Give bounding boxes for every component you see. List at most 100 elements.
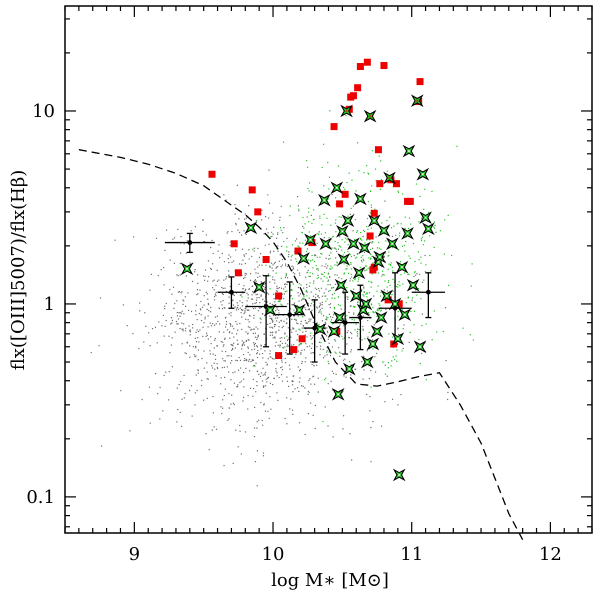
data-dot (336, 264, 338, 266)
data-dot (329, 306, 332, 309)
data-dot (284, 276, 287, 279)
data-dot (273, 323, 276, 326)
data-dot (231, 347, 234, 350)
data-dot (350, 349, 353, 351)
data-dot (283, 283, 286, 285)
data-dot (271, 321, 273, 323)
data-dot (263, 386, 265, 388)
data-dot (192, 327, 194, 329)
data-dot (356, 252, 359, 255)
data-dot (326, 217, 328, 219)
data-dot (360, 288, 363, 290)
data-dot (239, 430, 241, 432)
data-dot (304, 223, 306, 225)
data-dot (333, 247, 335, 249)
data-dot (344, 241, 346, 243)
data-dot (433, 310, 435, 312)
data-dot (285, 351, 287, 354)
data-dot (214, 337, 216, 340)
data-dot (310, 402, 312, 404)
data-dot (347, 298, 349, 300)
data-dot (191, 280, 194, 283)
data-dot (331, 287, 333, 289)
data-dot (331, 370, 333, 372)
data-dot (323, 272, 326, 274)
data-dot (231, 344, 233, 346)
star-point-inner (363, 358, 371, 366)
data-dot (404, 227, 406, 230)
data-dot (299, 293, 301, 295)
data-dot (371, 282, 373, 284)
data-dot (353, 312, 355, 314)
data-dot (445, 359, 447, 362)
data-dot (306, 291, 309, 293)
data-dot (275, 341, 277, 343)
data-dot (368, 377, 370, 380)
data-dot (342, 318, 344, 320)
data-dot (245, 318, 247, 320)
data-dot (184, 330, 187, 332)
data-dot (207, 338, 210, 340)
data-dot (394, 358, 396, 361)
data-dot (293, 302, 296, 304)
data-dot (185, 252, 187, 254)
data-dot (235, 429, 237, 431)
error-bar (275, 281, 304, 355)
data-dot (254, 406, 256, 408)
data-dot (310, 361, 312, 363)
star-point-inner (383, 292, 391, 300)
data-dot (278, 309, 280, 311)
data-dot (255, 299, 258, 301)
data-dot (298, 370, 301, 372)
data-dot (350, 263, 352, 265)
data-dot (242, 396, 245, 399)
data-dot (300, 352, 302, 354)
data-dot (253, 328, 255, 330)
data-dot (386, 219, 388, 222)
data-dot (211, 367, 214, 369)
data-dot (339, 355, 341, 357)
data-dot (251, 285, 253, 287)
data-dot (257, 349, 259, 352)
data-dot (417, 288, 420, 290)
data-dot (232, 344, 234, 346)
data-dot (366, 165, 368, 167)
data-dot (214, 293, 216, 295)
data-dot (286, 345, 288, 348)
data-dot (296, 333, 299, 336)
data-dot (236, 323, 238, 325)
data-dot (281, 287, 283, 289)
data-dot (272, 264, 274, 266)
data-dot (247, 395, 249, 397)
data-dot (243, 285, 245, 287)
data-dot (302, 331, 304, 333)
data-dot (419, 362, 421, 365)
data-dot (397, 191, 400, 193)
data-dot (340, 216, 342, 218)
data-dot (414, 260, 416, 263)
data-dot (343, 251, 346, 254)
data-dot (380, 160, 382, 162)
data-dot (370, 204, 372, 206)
data-dot (397, 310, 399, 313)
data-dot (402, 193, 404, 195)
data-dot (171, 293, 173, 295)
star-point-inner (356, 195, 364, 203)
data-dot (234, 306, 236, 308)
data-dot (318, 231, 321, 233)
data-dot (407, 296, 410, 299)
data-dot (162, 410, 164, 412)
data-dot (241, 348, 243, 350)
data-dot (312, 273, 314, 275)
data-dot (207, 280, 209, 282)
data-dot (404, 250, 406, 252)
data-dot (348, 272, 350, 274)
data-dot (189, 331, 192, 333)
data-dot (334, 308, 336, 310)
data-dot (236, 339, 238, 341)
data-dot (215, 291, 217, 294)
data-dot (395, 285, 397, 288)
data-dot (418, 221, 420, 223)
data-dot (241, 345, 243, 347)
data-dot (278, 312, 280, 314)
